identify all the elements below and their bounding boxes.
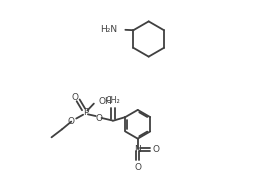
Text: OH: OH — [99, 97, 113, 106]
Text: O: O — [71, 93, 78, 102]
Text: H₂N: H₂N — [100, 25, 117, 34]
Text: O: O — [95, 114, 102, 123]
Text: O: O — [153, 145, 160, 154]
Text: CH₂: CH₂ — [105, 96, 120, 105]
Text: P: P — [83, 108, 88, 117]
Text: N: N — [134, 145, 141, 154]
Text: O: O — [67, 117, 74, 125]
Text: O: O — [134, 163, 141, 172]
